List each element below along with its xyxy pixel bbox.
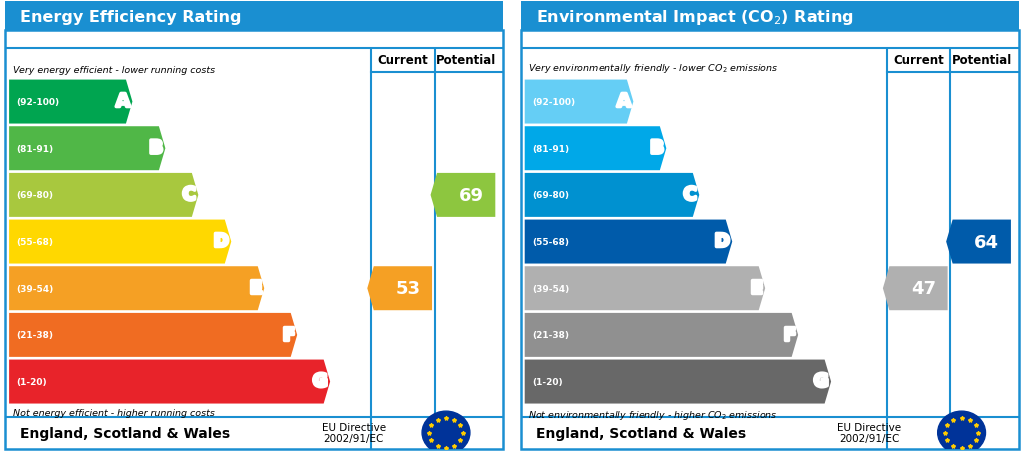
Text: B: B (150, 140, 163, 158)
Text: F: F (783, 326, 796, 344)
Text: D: D (214, 233, 228, 251)
Text: England, Scotland & Wales: England, Scotland & Wales (536, 426, 745, 440)
Text: EU Directive
2002/91/EC: EU Directive 2002/91/EC (838, 422, 901, 443)
Text: 53: 53 (395, 280, 421, 298)
Text: Potential: Potential (436, 54, 497, 67)
Text: Environmental Impact (CO$_2$) Rating: Environmental Impact (CO$_2$) Rating (536, 8, 853, 27)
Text: F: F (283, 326, 295, 344)
Text: Potential: Potential (951, 54, 1012, 67)
Polygon shape (9, 127, 166, 171)
Text: Current: Current (378, 54, 428, 67)
Text: E: E (250, 280, 262, 298)
Text: Energy Efficiency Rating: Energy Efficiency Rating (20, 9, 242, 24)
FancyBboxPatch shape (521, 31, 1019, 449)
Text: Very energy efficient - lower running costs: Very energy efficient - lower running co… (12, 65, 215, 74)
Text: (81-91): (81-91) (16, 144, 53, 153)
FancyBboxPatch shape (5, 31, 503, 449)
Text: Not environmentally friendly - higher CO$_2$ emissions: Not environmentally friendly - higher CO… (528, 409, 778, 422)
Text: Not energy efficient - higher running costs: Not energy efficient - higher running co… (12, 409, 214, 418)
Text: (92-100): (92-100) (532, 98, 575, 107)
Text: (69-80): (69-80) (532, 191, 569, 200)
Text: (1-20): (1-20) (16, 377, 47, 386)
Text: 64: 64 (974, 233, 999, 251)
Polygon shape (524, 127, 667, 171)
Text: Current: Current (893, 54, 944, 67)
Text: 69: 69 (459, 186, 483, 204)
Polygon shape (9, 267, 264, 311)
Polygon shape (946, 220, 1011, 264)
Polygon shape (9, 313, 297, 357)
Text: (21-38): (21-38) (532, 331, 569, 340)
Text: D: D (715, 233, 730, 251)
Text: England, Scotland & Wales: England, Scotland & Wales (20, 426, 230, 440)
Text: (69-80): (69-80) (16, 191, 53, 200)
Text: (1-20): (1-20) (532, 377, 563, 386)
Polygon shape (9, 80, 132, 124)
Text: (39-54): (39-54) (16, 284, 54, 293)
Text: (21-38): (21-38) (16, 331, 53, 340)
Text: EU Directive
2002/91/EC: EU Directive 2002/91/EC (322, 422, 386, 443)
Polygon shape (524, 313, 798, 357)
Polygon shape (883, 267, 947, 311)
Text: G: G (814, 373, 828, 391)
Text: (81-91): (81-91) (532, 144, 569, 153)
Polygon shape (430, 174, 496, 217)
Circle shape (422, 411, 470, 451)
Text: (39-54): (39-54) (532, 284, 569, 293)
Text: E: E (751, 280, 763, 298)
Polygon shape (9, 220, 231, 264)
Polygon shape (524, 267, 765, 311)
Text: 47: 47 (911, 280, 936, 298)
Polygon shape (9, 174, 199, 217)
Text: (55-68): (55-68) (532, 238, 569, 247)
FancyBboxPatch shape (5, 2, 503, 31)
Polygon shape (524, 80, 634, 124)
Polygon shape (524, 174, 699, 217)
Text: (92-100): (92-100) (16, 98, 59, 107)
Text: A: A (617, 93, 631, 111)
Text: Very environmentally friendly - lower CO$_2$ emissions: Very environmentally friendly - lower CO… (528, 62, 778, 74)
Polygon shape (9, 360, 330, 404)
Polygon shape (368, 267, 432, 311)
Text: C: C (684, 186, 696, 204)
Text: C: C (182, 186, 196, 204)
Polygon shape (524, 220, 732, 264)
Text: B: B (650, 140, 664, 158)
Text: (55-68): (55-68) (16, 238, 53, 247)
Text: A: A (116, 93, 130, 111)
FancyBboxPatch shape (521, 2, 1019, 31)
Text: G: G (312, 373, 328, 391)
Polygon shape (524, 360, 831, 404)
Circle shape (938, 411, 985, 451)
